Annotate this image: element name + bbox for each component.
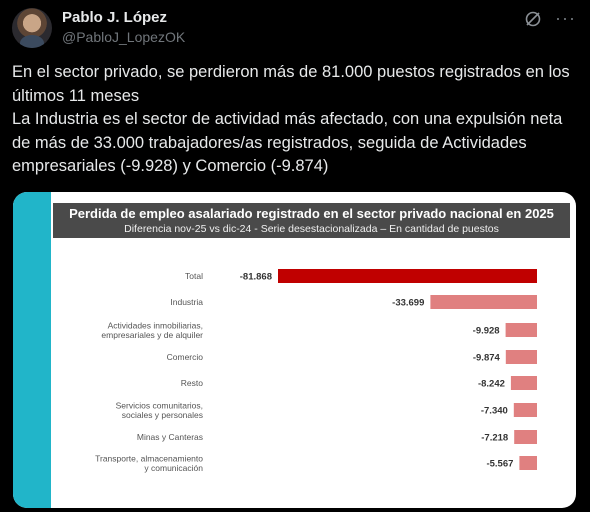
tweet-text-line: últimos 11 meses <box>12 86 140 105</box>
category-label: empresariales y de alquiler <box>101 330 203 340</box>
value-label: -7.340 <box>481 406 508 417</box>
tweet-text-line: de más de 33.000 trabajadores/as registr… <box>12 133 527 152</box>
bar-chart: -81.868 Total -33.699 Industria -9.928 Activi… <box>95 269 537 473</box>
category-label: Servicios comunitarios, <box>116 400 203 410</box>
category-label: Comercio <box>167 352 204 362</box>
bar-6 <box>514 430 537 444</box>
category-label: Industria <box>170 297 203 307</box>
tweet-text-line: empresariales (-9.928) y Comercio (-9.87… <box>12 157 329 175</box>
category-label: Resto <box>181 378 203 388</box>
avatar[interactable] <box>12 8 52 48</box>
value-label: -5.567 <box>486 459 513 470</box>
value-label: -7.218 <box>481 433 508 444</box>
accent-strip <box>13 192 51 508</box>
bar-3 <box>505 350 537 364</box>
bar-1 <box>430 295 537 309</box>
tweet-media-image[interactable]: Perdida de empleo asalariado registrado … <box>13 192 576 508</box>
category-label: Minas y Canteras <box>137 432 203 442</box>
value-label: -33.699 <box>392 298 424 309</box>
bar-4 <box>510 376 537 390</box>
category-label: y comunicación <box>144 463 203 473</box>
bar-2 <box>505 323 537 337</box>
value-label: -9.874 <box>473 353 501 364</box>
bar-7 <box>519 456 537 470</box>
tweet-text-line: En el sector privado, se perdieron más d… <box>12 63 570 81</box>
category-label: Transporte, almacenamiento <box>95 453 203 463</box>
value-label: -81.868 <box>240 272 272 283</box>
category-label: Total <box>185 271 203 281</box>
category-label: sociales y personales <box>122 410 203 420</box>
author-name[interactable]: Pablo J. López <box>62 9 168 26</box>
tweet-text: En el sector privado, se perdieron más d… <box>12 61 584 179</box>
category-label: Actividades inmobiliarias, <box>108 320 203 330</box>
tweet-header: Pablo J. López @PabloJ_LopezOK ··· <box>12 8 578 48</box>
value-label: -9.928 <box>473 326 500 337</box>
bar-5 <box>513 403 537 417</box>
chart-title: Perdida de empleo asalariado registrado … <box>69 206 554 221</box>
chart-subtitle: Diferencia nov-25 vs dic-24 - Serie dese… <box>124 223 499 235</box>
bar-0 <box>278 269 537 283</box>
author-handle[interactable]: @PabloJ_LopezOK <box>62 29 186 45</box>
value-label: -8.242 <box>478 379 505 390</box>
tweet-text-line: La Industria es el sector de actividad m… <box>12 110 563 128</box>
more-options-icon[interactable]: ··· <box>555 8 576 28</box>
chart-title-bar: Perdida de empleo asalariado registrado … <box>53 203 570 238</box>
grok-icon[interactable] <box>524 10 542 28</box>
